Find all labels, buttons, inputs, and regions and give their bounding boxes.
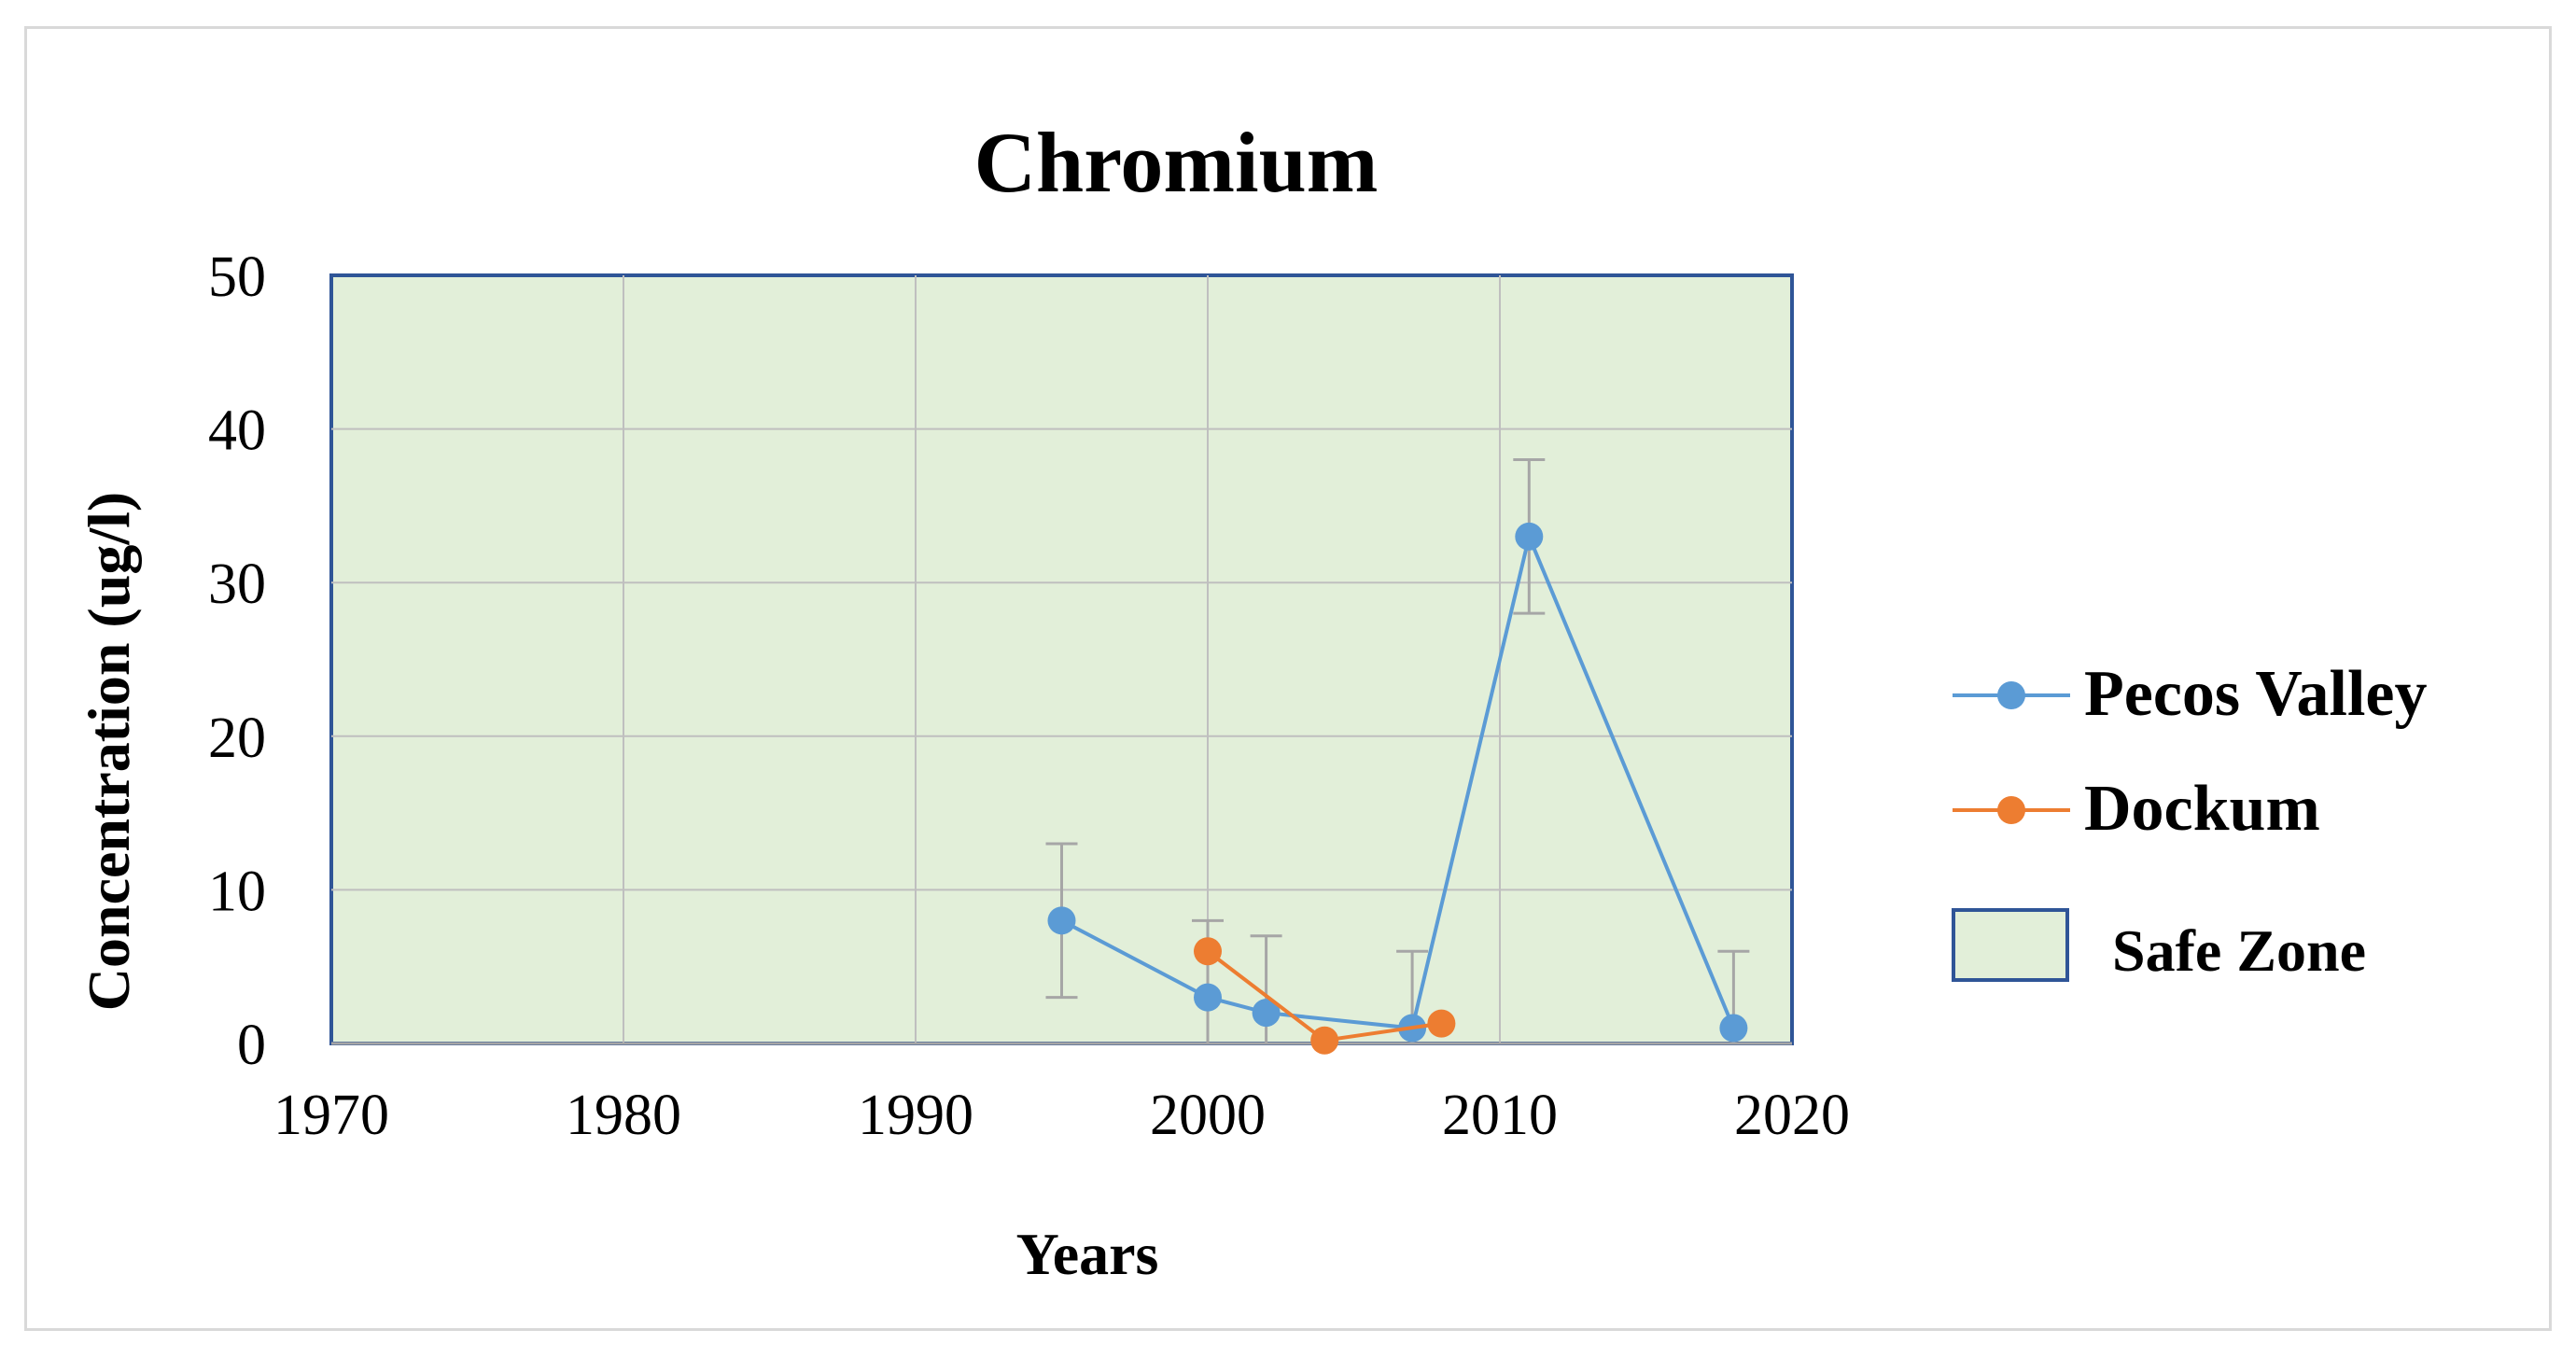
y-tick-label-10: 10 xyxy=(208,860,266,923)
point-dockum-2 xyxy=(1427,1009,1456,1038)
point-pecos-valley-1 xyxy=(1194,983,1222,1012)
y-axis-label: Concentration (ug/l) xyxy=(76,492,142,1011)
point-dockum-1 xyxy=(1310,1026,1339,1055)
y-tick-label-50: 50 xyxy=(208,245,266,309)
legend-safe-zone-label: Safe Zone xyxy=(2112,917,2366,984)
legend: Pecos Valley Dockum Safe Zone xyxy=(1952,658,2427,984)
x-tick-label-2010: 2010 xyxy=(1442,1084,1558,1147)
x-tick-label-1970: 1970 xyxy=(273,1084,389,1147)
y-tick-label-30: 30 xyxy=(208,553,266,616)
series-dockum xyxy=(1194,937,1456,1055)
legend-dockum-label: Dockum xyxy=(2084,773,2320,845)
y-tick-label-0: 0 xyxy=(237,1014,266,1077)
point-pecos-valley-0 xyxy=(1047,906,1076,935)
legend-pecos-valley-label: Pecos Valley xyxy=(2084,658,2427,730)
legend-dockum-marker xyxy=(1997,796,2025,824)
x-tick-label-2000: 2000 xyxy=(1150,1084,1266,1147)
point-pecos-valley-5 xyxy=(1719,1014,1748,1043)
y-tick-label-40: 40 xyxy=(208,399,266,463)
x-tick-label-1990: 1990 xyxy=(858,1084,973,1147)
legend-safe-zone-swatch xyxy=(1952,908,2069,982)
point-dockum-0 xyxy=(1194,937,1222,966)
plot-series xyxy=(1045,458,1750,1055)
legend-item-dockum: Dockum xyxy=(1953,773,2320,845)
chart-title: Chromium xyxy=(974,115,1379,210)
legend-item-pecos-valley: Pecos Valley xyxy=(1953,658,2427,730)
y-axis: 0 10 20 30 40 50 xyxy=(208,245,266,1077)
y-tick-label-20: 20 xyxy=(208,707,266,770)
point-pecos-valley-2 xyxy=(1252,999,1281,1028)
legend-pecos-valley-marker xyxy=(1997,681,2025,709)
point-pecos-valley-4 xyxy=(1515,522,1544,551)
series-line-pecos-valley xyxy=(1060,530,1736,1030)
legend-item-safe-zone: Safe Zone xyxy=(1952,908,2366,984)
x-axis: 1970 1980 1990 2000 2010 2020 xyxy=(273,1042,1850,1147)
x-axis-label: Years xyxy=(1016,1221,1159,1287)
x-tick-label-1980: 1980 xyxy=(566,1084,681,1147)
x-tick-label-2020: 2020 xyxy=(1734,1084,1850,1147)
